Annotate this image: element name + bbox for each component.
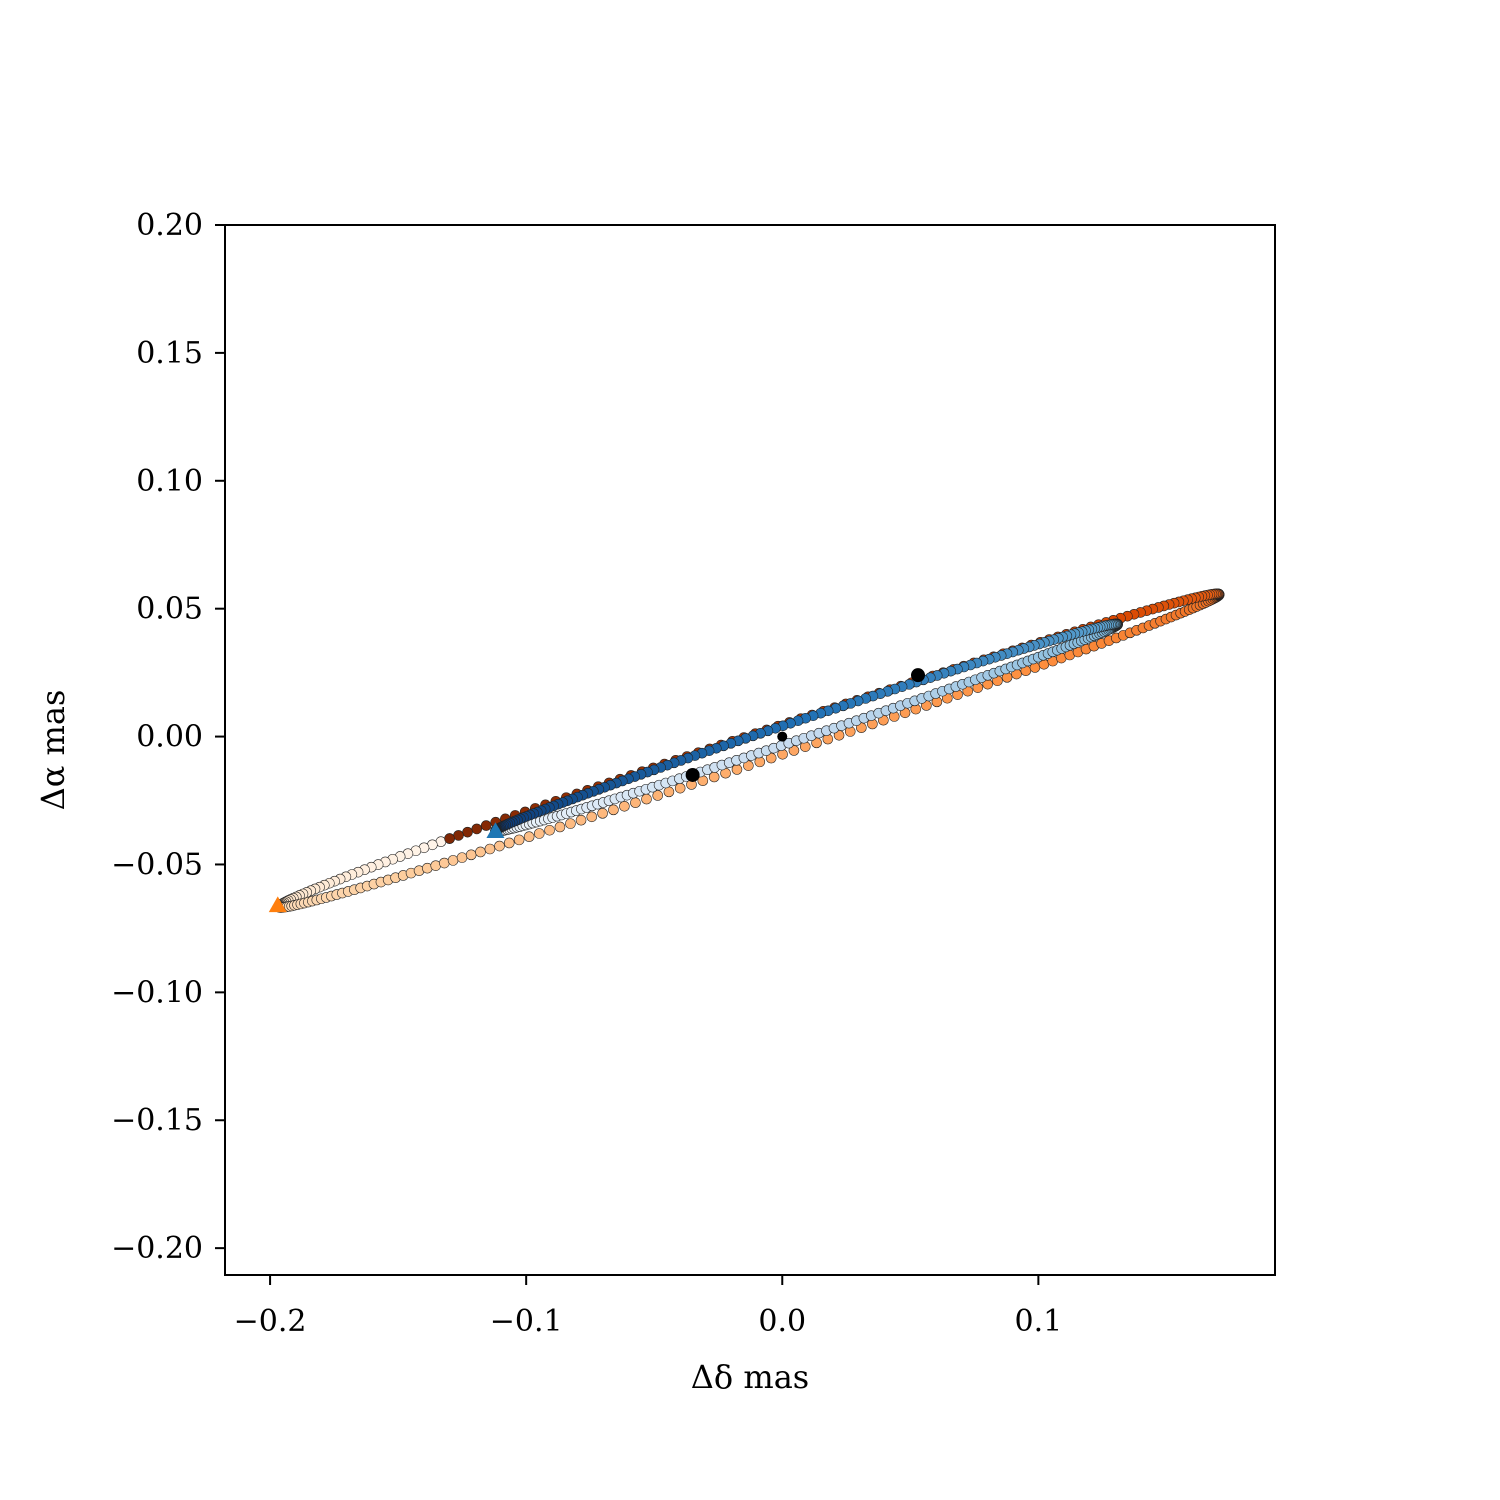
- data-point: [480, 820, 492, 831]
- data-point: [697, 775, 709, 787]
- y-tick-label: 0.05: [136, 592, 203, 627]
- x-tick-label: −0.2: [234, 1304, 307, 1339]
- plot-points: [273, 588, 1225, 913]
- y-axis-ticks: 0.20 0.15 0.10 0.05 0.00 −0.05 −0.10 −0.15 −0.20: [111, 208, 225, 1266]
- data-point: [565, 818, 576, 829]
- data-point: [597, 808, 608, 819]
- data-point: [641, 793, 652, 805]
- data-point: [447, 855, 459, 866]
- end-marker: [268, 896, 287, 913]
- data-point: [456, 852, 468, 863]
- data-point: [503, 837, 515, 849]
- data-point: [494, 840, 505, 852]
- y-tick-label: −0.10: [111, 975, 203, 1010]
- y-tick-label: −0.15: [111, 1103, 203, 1138]
- data-point: [608, 804, 619, 816]
- data-point: [533, 828, 545, 839]
- start-marker: [911, 668, 925, 683]
- data-point: [465, 849, 477, 861]
- x-axis-label: Δδ mas: [691, 1358, 809, 1396]
- y-tick-label: −0.05: [111, 847, 203, 882]
- data-point: [544, 824, 555, 836]
- data-point: [630, 797, 641, 809]
- data-point: [663, 786, 675, 798]
- center-marker: [777, 731, 788, 742]
- data-point: [575, 814, 587, 826]
- x-axis-ticks: −0.2 −0.1 0.0 0.1: [234, 1275, 1063, 1339]
- markers: [268, 668, 925, 913]
- data-point: [471, 823, 483, 835]
- data-point: [513, 834, 525, 846]
- data-point: [453, 830, 464, 841]
- data-point: [765, 752, 777, 764]
- y-tick-label: 0.20: [136, 208, 203, 243]
- start-marker: [685, 767, 700, 782]
- y-tick-label: 0.10: [136, 464, 203, 499]
- data-point: [439, 857, 450, 869]
- y-tick-label: −0.20: [111, 1231, 203, 1266]
- data-point: [444, 833, 455, 844]
- x-tick-label: −0.1: [490, 1304, 563, 1339]
- x-tick-label: 0.1: [1015, 1304, 1063, 1339]
- series-blues: [490, 618, 1123, 837]
- data-point: [462, 826, 473, 838]
- data-point: [619, 800, 630, 812]
- data-point: [484, 843, 496, 855]
- end-marker: [486, 822, 505, 838]
- plot-frame: [224, 224, 1276, 1276]
- data-point: [652, 790, 664, 801]
- data-point: [731, 764, 743, 775]
- data-point: [674, 782, 686, 794]
- x-tick-label: 0.0: [758, 1304, 806, 1339]
- data-point: [586, 811, 598, 823]
- y-tick-label: 0.15: [136, 336, 203, 371]
- data-point: [554, 821, 566, 833]
- y-tick-label: 0.00: [136, 720, 203, 755]
- data-point: [754, 756, 766, 768]
- data-point: [475, 846, 486, 858]
- y-axis-label: Δα mas: [34, 690, 72, 811]
- data-point: [523, 831, 535, 843]
